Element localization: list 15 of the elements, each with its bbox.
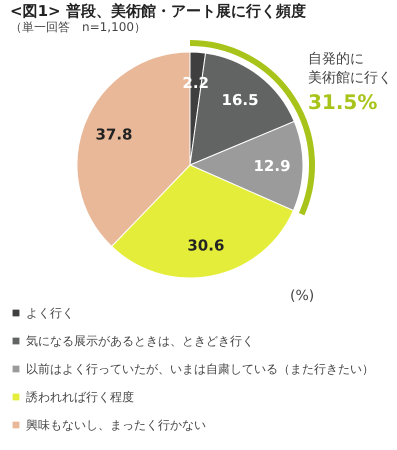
legend-label: 以前はよく行っていたが、いまは自粛している（また行きたい） — [26, 362, 374, 376]
legend-label: 興味もないし、まったく行かない — [26, 418, 206, 432]
text: (%) — [290, 286, 314, 305]
legend-label: よく行く — [26, 306, 74, 320]
legend-label: 誘われれば行く程度 — [26, 390, 134, 404]
data-label: 12.9 — [253, 156, 291, 175]
text: 自発的に — [308, 50, 364, 68]
chart-subtitle: （単一回答 n=1,100） — [10, 20, 146, 34]
data-label: 37.8 — [95, 125, 132, 144]
data-label: 30.6 — [187, 236, 224, 254]
data-label: 16.5 — [222, 91, 259, 110]
text: 美術館に行く — [308, 68, 392, 87]
text: 31.5% — [308, 90, 378, 114]
chart-title: <図1> 普段、美術館・アート展に行く頻度 — [10, 2, 306, 20]
legend-label: 気になる展示があるときは、ときどき行く — [26, 334, 254, 348]
